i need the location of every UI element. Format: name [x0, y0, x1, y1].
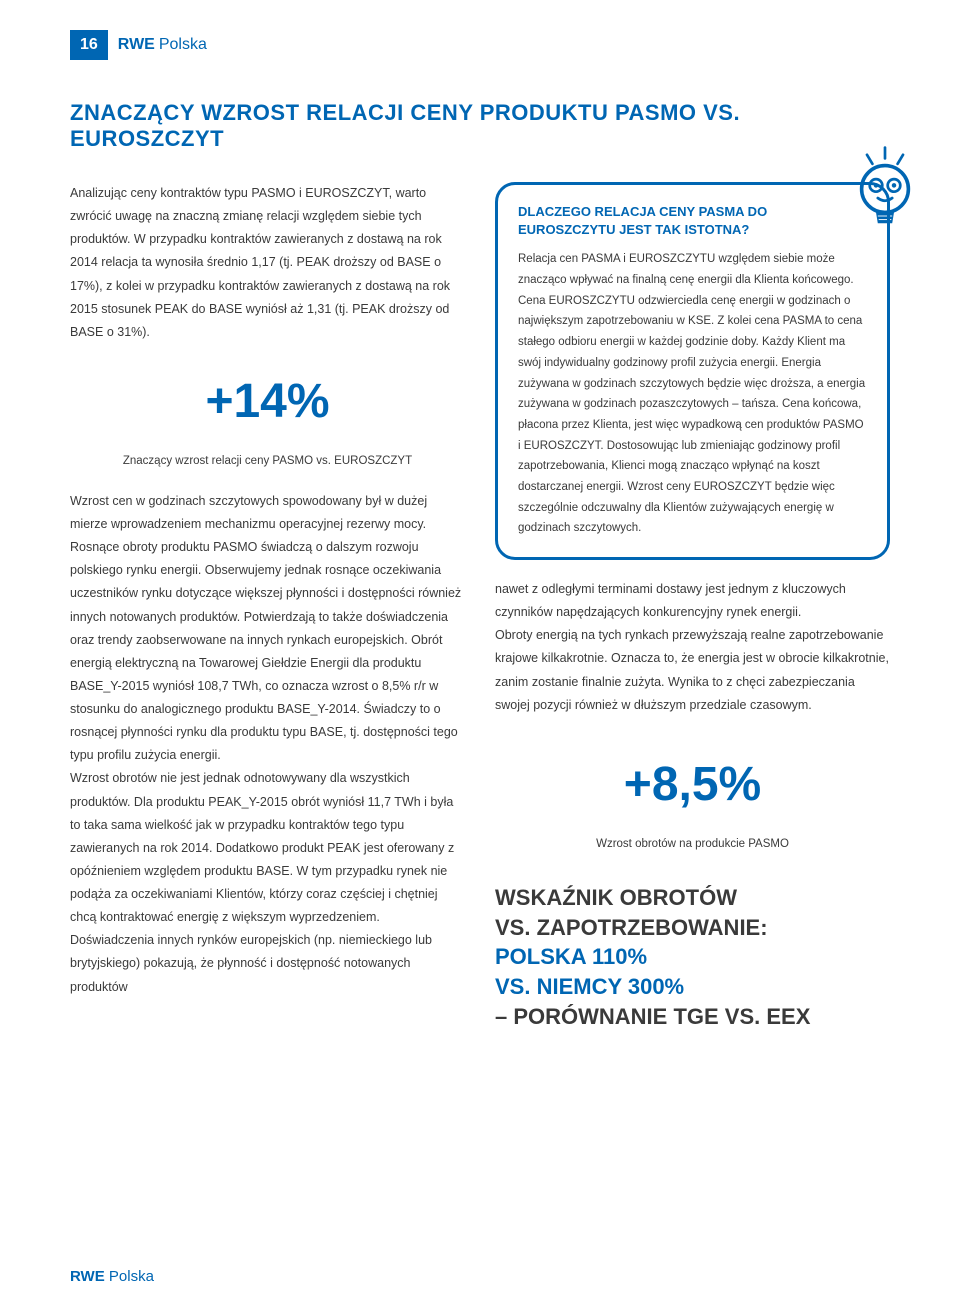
body-text: Obroty energią na tych rynkach przewyższ… [495, 624, 890, 717]
stat-14-percent: +14% [70, 358, 465, 447]
body-text: Wzrost obrotów nie jest jednak odnotowyw… [70, 767, 465, 998]
brand-light: Polska [159, 36, 207, 54]
body-text: Analizując ceny kontraktów typu PASMO i … [70, 182, 465, 344]
page-number: 16 [70, 30, 108, 60]
left-column: Analizując ceny kontraktów typu PASMO i … [70, 182, 465, 1031]
page-title: ZNACZĄCY WZROST RELACJI CENY PRODUKTU PA… [70, 100, 890, 152]
body-text: Rosnące obroty produktu PASMO świadczą o… [70, 536, 465, 767]
callout-box: DLACZEGO RELACJA CENY PASMA DO EUROSZCZY… [495, 182, 890, 560]
footer-brand: RWE Polska [70, 1268, 154, 1285]
stat-8-5-percent: +8,5% [495, 741, 890, 830]
brand-light: Polska [109, 1268, 154, 1285]
stat-caption: Wzrost obrotów na produkcie PASMO [495, 834, 890, 855]
callout-body: Relacja cen PASMA i EUROSZCZYTU względem… [518, 249, 867, 539]
comparison-heading: WSKAŹNIK OBROTÓW VS. ZAPOTRZEBOWANIE: PO… [495, 883, 890, 1031]
heading-line: VS. ZAPOTRZEBOWANIE: [495, 913, 890, 943]
callout-container: DLACZEGO RELACJA CENY PASMA DO EUROSZCZY… [495, 182, 890, 560]
heading-line: WSKAŹNIK OBROTÓW [495, 883, 890, 913]
body-text: nawet z odległymi terminami dostawy jest… [495, 578, 890, 624]
heading-line: VS. NIEMCY 300% [495, 972, 890, 1002]
heading-line: POLSKA 110% [495, 942, 890, 972]
right-column: DLACZEGO RELACJA CENY PASMA DO EUROSZCZY… [495, 182, 890, 1031]
content-columns: Analizując ceny kontraktów typu PASMO i … [70, 182, 890, 1031]
body-text: Wzrost cen w godzinach szczytowych spowo… [70, 490, 465, 536]
page-header: 16 RWE Polska [70, 30, 890, 60]
header-brand: RWE Polska [108, 30, 217, 60]
callout-title: DLACZEGO RELACJA CENY PASMA DO EUROSZCZY… [518, 203, 867, 239]
brand-bold: RWE [118, 36, 155, 54]
stat-caption: Znaczący wzrost relacji ceny PASMO vs. E… [70, 451, 465, 472]
heading-line: – PORÓWNANIE TGE VS. EEX [495, 1002, 890, 1032]
brand-bold: RWE [70, 1268, 105, 1285]
